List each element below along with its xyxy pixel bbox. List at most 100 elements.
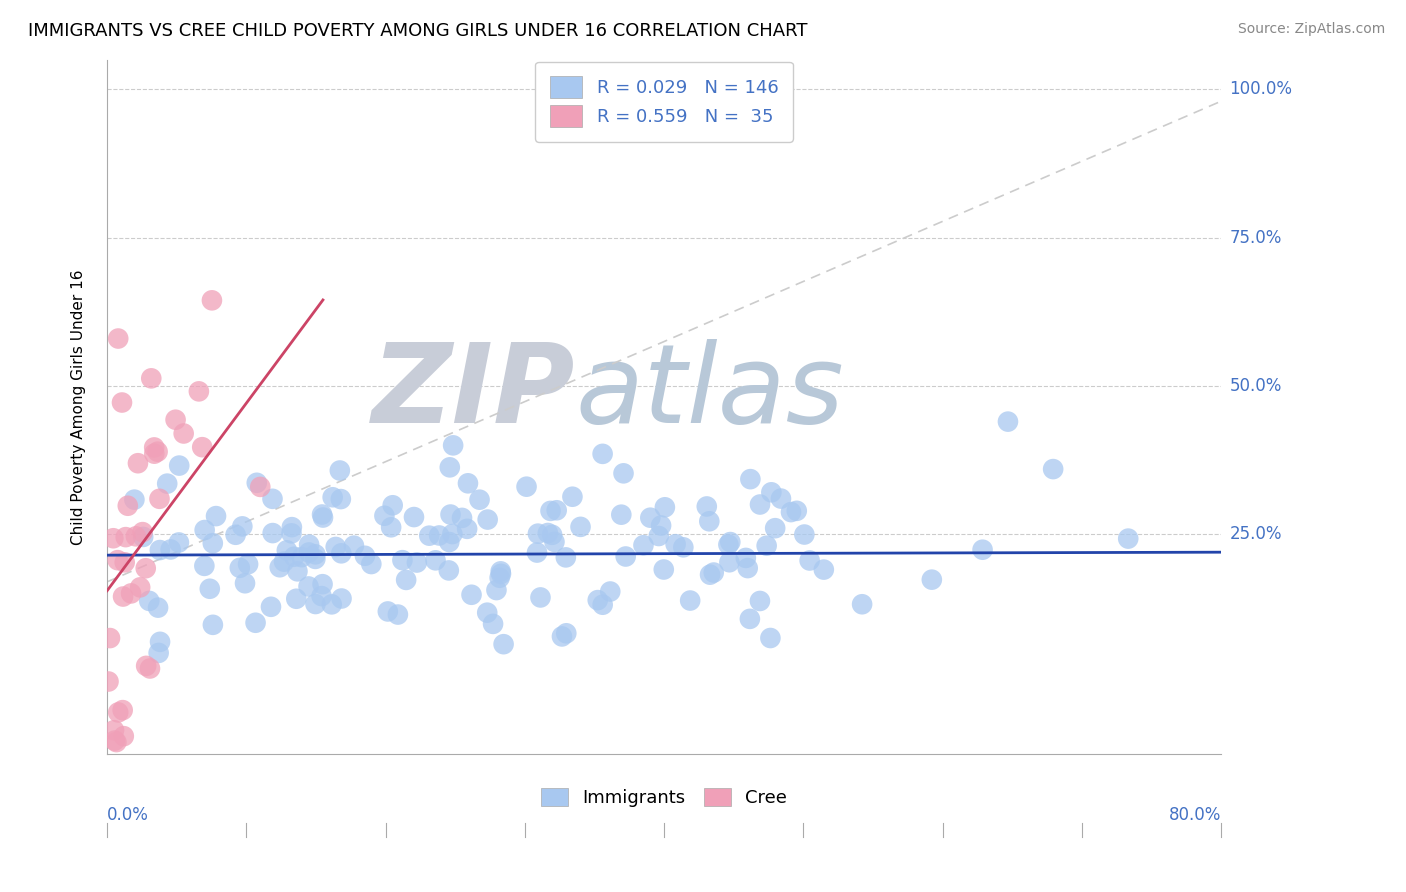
- Point: [972, 542, 994, 557]
- Point: [283, 549, 305, 564]
- Point: [799, 553, 821, 567]
- Point: [697, 514, 720, 528]
- Point: [236, 558, 259, 572]
- Point: [156, 476, 179, 491]
- Point: [201, 293, 224, 308]
- Point: [135, 561, 157, 575]
- Point: [380, 520, 402, 534]
- Point: [193, 558, 215, 573]
- Text: 50.0%: 50.0%: [1230, 377, 1282, 395]
- Point: [640, 510, 662, 524]
- Point: [569, 520, 592, 534]
- Point: [703, 566, 725, 580]
- Point: [460, 588, 482, 602]
- Point: [387, 607, 409, 622]
- Point: [159, 542, 181, 557]
- Point: [167, 458, 190, 473]
- Point: [114, 530, 136, 544]
- Point: [233, 576, 256, 591]
- Legend: Immigrants, Cree: Immigrants, Cree: [534, 780, 794, 814]
- Point: [540, 504, 562, 518]
- Point: [262, 526, 284, 541]
- Point: [201, 617, 224, 632]
- Point: [441, 527, 464, 541]
- Point: [477, 512, 499, 526]
- Point: [297, 579, 319, 593]
- Point: [98, 631, 121, 645]
- Point: [112, 590, 135, 604]
- Point: [127, 456, 149, 470]
- Point: [276, 543, 298, 558]
- Point: [194, 523, 217, 537]
- Point: [665, 537, 688, 551]
- Point: [343, 539, 366, 553]
- Point: [146, 444, 169, 458]
- Point: [654, 500, 676, 515]
- Point: [373, 508, 395, 523]
- Point: [205, 509, 228, 524]
- Point: [291, 550, 314, 565]
- Point: [321, 598, 343, 612]
- Point: [260, 599, 283, 614]
- Point: [456, 522, 478, 536]
- Point: [104, 733, 127, 747]
- Point: [477, 606, 499, 620]
- Point: [120, 586, 142, 600]
- Point: [311, 589, 333, 603]
- Point: [485, 583, 508, 598]
- Point: [329, 492, 352, 507]
- Point: [749, 498, 772, 512]
- Point: [468, 492, 491, 507]
- Point: [246, 475, 269, 490]
- Point: [451, 511, 474, 525]
- Point: [132, 530, 155, 544]
- Text: 80.0%: 80.0%: [1168, 806, 1222, 824]
- Text: atlas: atlas: [575, 339, 844, 446]
- Point: [129, 580, 152, 594]
- Point: [614, 549, 637, 564]
- Point: [537, 526, 560, 541]
- Point: [439, 460, 461, 475]
- Point: [437, 563, 460, 577]
- Point: [592, 447, 614, 461]
- Point: [165, 413, 187, 427]
- Point: [652, 562, 675, 576]
- Text: 75.0%: 75.0%: [1230, 228, 1282, 247]
- Point: [149, 543, 172, 558]
- Point: [921, 573, 943, 587]
- Point: [107, 553, 129, 567]
- Point: [633, 538, 655, 552]
- Point: [586, 593, 609, 607]
- Point: [488, 571, 510, 585]
- Point: [526, 545, 548, 559]
- Point: [107, 332, 129, 346]
- Point: [672, 541, 695, 555]
- Point: [718, 555, 741, 569]
- Text: 100.0%: 100.0%: [1230, 80, 1292, 98]
- Point: [97, 674, 120, 689]
- Point: [111, 395, 134, 409]
- Point: [427, 528, 450, 542]
- Point: [304, 547, 326, 561]
- Text: 25.0%: 25.0%: [1230, 525, 1282, 543]
- Point: [441, 438, 464, 452]
- Point: [489, 565, 512, 579]
- Point: [793, 527, 815, 541]
- Point: [229, 561, 252, 575]
- Point: [138, 594, 160, 608]
- Point: [402, 510, 425, 524]
- Point: [322, 490, 344, 504]
- Point: [612, 467, 634, 481]
- Point: [561, 490, 583, 504]
- Point: [280, 526, 302, 541]
- Text: Source: ZipAtlas.com: Source: ZipAtlas.com: [1237, 22, 1385, 37]
- Point: [648, 529, 671, 543]
- Point: [201, 536, 224, 550]
- Point: [546, 503, 568, 517]
- Point: [107, 706, 129, 720]
- Point: [191, 440, 214, 454]
- Point: [696, 500, 718, 514]
- Point: [273, 555, 295, 569]
- Point: [851, 597, 873, 611]
- Point: [167, 535, 190, 549]
